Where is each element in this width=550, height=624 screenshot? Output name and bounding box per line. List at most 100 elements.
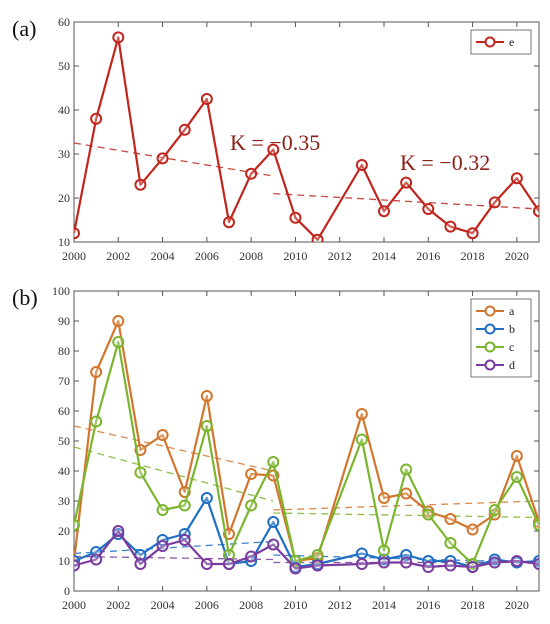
data-point-c bbox=[134, 466, 147, 479]
data-point-e bbox=[378, 205, 390, 218]
legend-label: b bbox=[509, 322, 515, 336]
data-point-e bbox=[400, 176, 413, 189]
y-tick-label: 0 bbox=[64, 584, 70, 598]
data-point-d bbox=[267, 538, 280, 551]
data-point-d bbox=[156, 540, 169, 552]
x-tick-label: 2008 bbox=[239, 249, 263, 263]
trend-line bbox=[273, 512, 539, 519]
x-tick-label: 2016 bbox=[416, 249, 440, 263]
data-point-d bbox=[200, 558, 213, 570]
data-point-d bbox=[112, 525, 125, 537]
data-point-e bbox=[112, 31, 125, 44]
data-point-b bbox=[200, 492, 213, 504]
data-point-d bbox=[289, 562, 302, 575]
data-point-e bbox=[223, 216, 235, 229]
data-point-c bbox=[311, 549, 324, 561]
data-point-b bbox=[355, 547, 368, 560]
x-tick-label: 2002 bbox=[106, 249, 130, 263]
data-point-d bbox=[245, 550, 258, 563]
y-tick-label: 100 bbox=[52, 284, 70, 298]
legend-swatch-marker bbox=[484, 36, 496, 48]
y-tick-label: 40 bbox=[58, 103, 70, 117]
trend-line bbox=[74, 540, 274, 555]
x-tick-label: 2012 bbox=[328, 249, 352, 263]
trend-line bbox=[74, 425, 274, 472]
data-point-d bbox=[74, 559, 80, 572]
y-tick-label: 30 bbox=[58, 494, 70, 508]
x-tick-label: 2014 bbox=[372, 598, 396, 612]
plot-area bbox=[74, 31, 539, 242]
data-point-d bbox=[134, 558, 147, 570]
x-tick-label: 2018 bbox=[461, 249, 485, 263]
x-tick-label: 2002 bbox=[106, 598, 130, 612]
panel-b: (b)2000 2002 2004 2006 2008 2010 2012 2014 2016 2… bbox=[12, 284, 540, 612]
data-point-e bbox=[444, 220, 457, 233]
data-point-b bbox=[267, 516, 280, 528]
data-point-d bbox=[488, 556, 501, 569]
data-point-d bbox=[444, 559, 457, 572]
data-point-d bbox=[510, 555, 523, 567]
data-point-a bbox=[444, 513, 457, 525]
series-line-e bbox=[74, 36, 539, 241]
data-point-c bbox=[112, 336, 125, 348]
trend-line bbox=[74, 142, 274, 177]
data-point-d bbox=[223, 558, 235, 570]
data-point-d bbox=[311, 559, 324, 572]
legend-label: d bbox=[509, 358, 515, 372]
data-point-c bbox=[355, 433, 368, 446]
x-tick-label: 2016 bbox=[416, 598, 440, 612]
trend-annotation: K = −0.32 bbox=[400, 150, 490, 175]
data-point-e bbox=[267, 143, 280, 156]
data-point-a bbox=[466, 523, 479, 536]
data-point-d bbox=[533, 558, 539, 570]
data-point-e bbox=[245, 167, 258, 180]
data-point-c bbox=[267, 456, 280, 468]
legend-swatch-marker bbox=[484, 341, 496, 353]
data-point-a bbox=[156, 429, 169, 441]
legend-swatch-marker bbox=[484, 305, 496, 317]
data-point-d bbox=[378, 556, 390, 569]
data-point-d bbox=[400, 556, 413, 569]
y-tick-label: 80 bbox=[58, 344, 70, 358]
data-point-c bbox=[510, 471, 523, 483]
data-point-e bbox=[134, 178, 147, 191]
data-point-c bbox=[422, 508, 435, 521]
x-tick-label: 2000 bbox=[62, 598, 86, 612]
data-point-c bbox=[200, 420, 213, 432]
data-point-d bbox=[422, 561, 435, 573]
x-tick-label: 2010 bbox=[283, 598, 307, 612]
data-point-c bbox=[74, 519, 80, 531]
x-tick-label: 2014 bbox=[372, 249, 396, 263]
data-point-e bbox=[488, 196, 501, 209]
x-tick-label: 2008 bbox=[239, 598, 263, 612]
series-line-d bbox=[74, 529, 539, 570]
plot-frame bbox=[73, 21, 540, 243]
legend-swatch-marker bbox=[484, 323, 496, 335]
legend-label: a bbox=[509, 304, 515, 318]
y-tick-label: 10 bbox=[58, 235, 70, 249]
data-point-e bbox=[178, 123, 191, 136]
trend-line bbox=[74, 555, 274, 561]
x-tick-label: 2020 bbox=[505, 249, 529, 263]
data-point-a bbox=[90, 366, 103, 378]
data-point-d bbox=[355, 558, 368, 570]
data-point-e bbox=[355, 159, 368, 171]
data-point-e bbox=[156, 152, 169, 165]
data-point-e bbox=[533, 205, 539, 218]
x-tick-label: 2020 bbox=[505, 598, 529, 612]
y-tick-label: 40 bbox=[58, 464, 70, 478]
legend-swatch-marker bbox=[484, 359, 496, 371]
data-point-c bbox=[245, 499, 258, 512]
data-point-c bbox=[533, 519, 539, 531]
data-point-e bbox=[422, 203, 435, 215]
x-tick-label: 2004 bbox=[151, 598, 175, 612]
plot-frame bbox=[73, 290, 540, 592]
y-tick-label: 20 bbox=[58, 191, 70, 205]
y-tick-label: 60 bbox=[58, 15, 70, 29]
x-tick-label: 2006 bbox=[195, 249, 219, 263]
data-point-e bbox=[289, 211, 302, 224]
data-point-a bbox=[378, 492, 390, 504]
data-point-c bbox=[178, 499, 191, 512]
x-tick-label: 2006 bbox=[195, 598, 219, 612]
trend-line bbox=[74, 446, 274, 502]
